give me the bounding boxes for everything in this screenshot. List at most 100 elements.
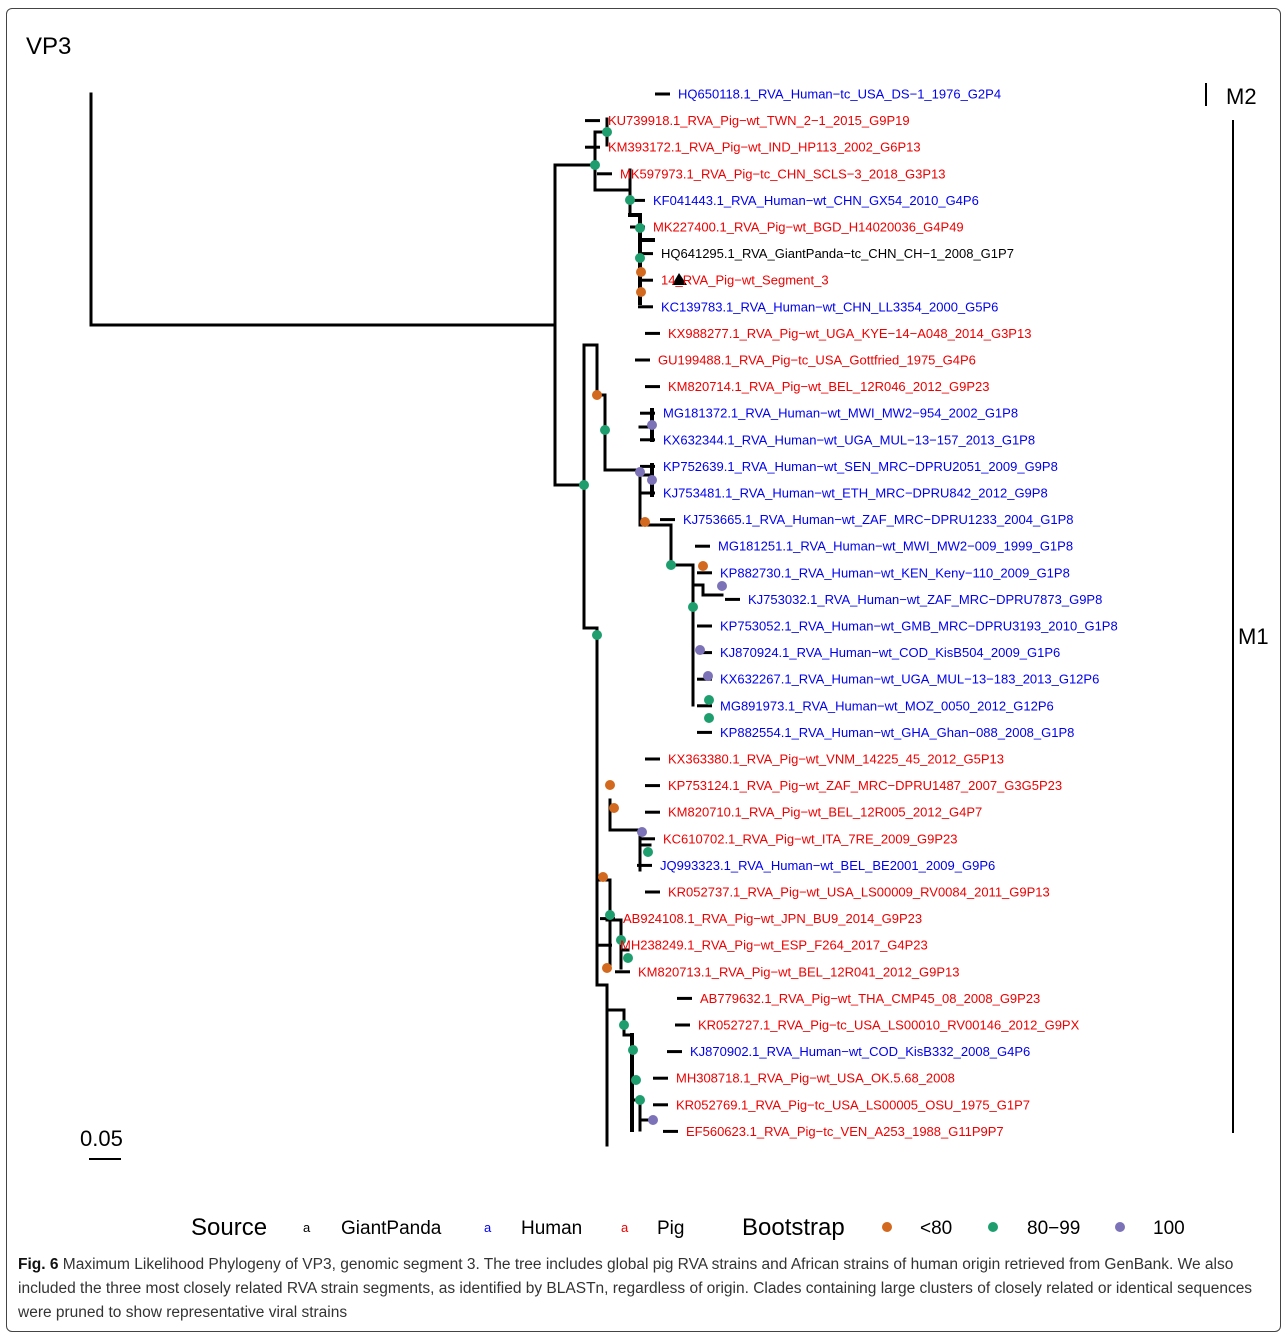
bootstrap-node (635, 467, 645, 477)
tip-label: GU199488.1_RVA_Pig−tc_USA_Gottfried_1975… (658, 353, 976, 368)
tip-label: KJ753032.1_RVA_Human−wt_ZAF_MRC−DPRU7873… (748, 592, 1102, 607)
bootstrap-node (648, 1115, 658, 1125)
tip-label: KJ753481.1_RVA_Human−wt_ETH_MRC−DPRU842_… (663, 486, 1048, 501)
bootstrap-node (636, 267, 646, 277)
tip-label: KM393172.1_RVA_Pig−wt_IND_HP113_2002_G6P… (608, 140, 921, 155)
legend-source-label: GiantPanda (341, 1218, 442, 1239)
bootstrap-node (640, 517, 650, 527)
bootstrap-node (635, 253, 645, 263)
tip-label: HQ650118.1_RVA_Human−tc_USA_DS−1_1976_G2… (678, 87, 1001, 102)
tip-label: MG181251.1_RVA_Human−wt_MWI_MW2−009_1999… (718, 539, 1073, 554)
legend-bootstrap-dot (988, 1222, 998, 1232)
bootstrap-node (695, 645, 705, 655)
collapsed-clade-marker (672, 273, 687, 285)
caption-prefix: Fig. 6 (18, 1256, 59, 1273)
bootstrap-node (704, 713, 714, 723)
clade-label: M2 (1226, 84, 1257, 109)
tip-label: KM820713.1_RVA_Pig−wt_BEL_12R041_2012_G9… (638, 964, 960, 979)
tip-label: KJ870902.1_RVA_Human−wt_COD_KisB332_2008… (690, 1044, 1030, 1059)
scale-bar: 0.05 (80, 1126, 123, 1160)
bootstrap-node (579, 480, 589, 490)
figure-caption: Fig. 6 Maximum Likelihood Phylogeny of V… (18, 1253, 1270, 1325)
tip-label: KX363380.1_RVA_Pig−wt_VNM_14225_45_2012_… (668, 752, 1004, 767)
tip-label: KU739918.1_RVA_Pig−wt_TWN_2−1_2015_G9P19 (608, 113, 910, 128)
tip-label: 14_RVA_Pig−wt_Segment_3 (661, 273, 829, 288)
tip-label: KP882554.1_RVA_Human−wt_GHA_Ghan−088_200… (720, 725, 1074, 740)
bootstrap-node (635, 223, 645, 233)
bootstrap-nodes (579, 127, 727, 1125)
tip-label: KX632344.1_RVA_Human−wt_UGA_MUL−13−157_2… (663, 432, 1035, 447)
bootstrap-node (598, 872, 608, 882)
tip-label: EF560623.1_RVA_Pig−tc_VEN_A253_1988_G11P… (686, 1124, 1004, 1139)
bootstrap-node (590, 160, 600, 170)
caption-text: Maximum Likelihood Phylogeny of VP3, gen… (18, 1256, 1253, 1321)
tip-label: KM820714.1_RVA_Pig−wt_BEL_12R046_2012_G9… (668, 379, 990, 394)
bootstrap-node (602, 127, 612, 137)
panel-title: VP3 (26, 33, 71, 60)
legend-source-key: a (484, 1220, 492, 1235)
tip-label: MH308718.1_RVA_Pig−wt_USA_OK.5.68_2008 (676, 1071, 955, 1086)
bootstrap-node (666, 560, 676, 570)
bootstrap-node (717, 581, 727, 591)
tip-label: KX632267.1_RVA_Human−wt_UGA_MUL−13−183_2… (720, 672, 1099, 687)
tip-label: MK227400.1_RVA_Pig−wt_BGD_H14020036_G4P4… (653, 220, 964, 235)
bootstrap-node (602, 963, 612, 973)
bootstrap-node (635, 1095, 645, 1105)
tip-label: AB779632.1_RVA_Pig−wt_THA_CMP45_08_2008_… (700, 991, 1040, 1006)
tip-label: KF041443.1_RVA_Human−wt_CHN_GX54_2010_G4… (653, 193, 979, 208)
tip-label: KC610702.1_RVA_Pig−wt_ITA_7RE_2009_G9P23 (663, 831, 958, 846)
tip-label: KC139783.1_RVA_Human−wt_CHN_LL3354_2000_… (661, 299, 998, 314)
bootstrap-node (600, 425, 610, 435)
legend-bootstrap-label: <80 (920, 1218, 952, 1239)
legend-bootstrap-title: Bootstrap (742, 1214, 845, 1241)
bootstrap-node (609, 803, 619, 813)
bootstrap-node (698, 561, 708, 571)
legend-source-label: Human (521, 1218, 582, 1239)
bootstrap-node (631, 1075, 641, 1085)
tip-label: KR052769.1_RVA_Pig−tc_USA_LS00005_OSU_19… (676, 1097, 1030, 1112)
bootstrap-node (623, 953, 633, 963)
legend-bootstrap-label: 80−99 (1027, 1218, 1080, 1239)
tip-label: KX988277.1_RVA_Pig−wt_UGA_KYE−14−A048_20… (668, 326, 1031, 341)
legend-bootstrap-dot (882, 1222, 892, 1232)
bootstrap-node (605, 910, 615, 920)
legend-bootstrap-dot (1115, 1222, 1125, 1232)
clade-label: M1 (1238, 624, 1269, 649)
bootstrap-node (637, 827, 647, 837)
tip-label: KP882730.1_RVA_Human−wt_KEN_Keny−110_200… (720, 565, 1070, 580)
bootstrap-node (605, 780, 615, 790)
legend-source-key: a (303, 1220, 311, 1235)
bootstrap-node (636, 287, 646, 297)
bootstrap-node (647, 420, 657, 430)
bootstrap-node (625, 195, 635, 205)
tip-label: KJ870924.1_RVA_Human−wt_COD_KisB504_2009… (720, 645, 1060, 660)
bootstrap-node (704, 695, 714, 705)
tip-label: MG181372.1_RVA_Human−wt_MWI_MW2−954_2002… (663, 406, 1018, 421)
legend-source-key: a (621, 1220, 629, 1235)
phylogenetic-tree: VP3 HQ650118.1_RVA_Human−tc_USA_DS−1_197… (26, 33, 1269, 1241)
tip-label: MH238249.1_RVA_Pig−wt_ESP_F264_2017_G4P2… (620, 938, 928, 953)
tip-label: MK597973.1_RVA_Pig−tc_CHN_SCLS−3_2018_G3… (620, 166, 945, 181)
legend-source-label: Pig (657, 1218, 684, 1239)
bootstrap-node (643, 847, 653, 857)
bootstrap-node (628, 1045, 638, 1055)
bootstrap-node (647, 475, 657, 485)
scale-bar-label: 0.05 (80, 1126, 123, 1151)
legend: Source Bootstrap a GiantPanda a Human a Pig <8… (191, 1214, 1185, 1241)
tip-label: KJ753665.1_RVA_Human−wt_ZAF_MRC−DPRU1233… (683, 512, 1073, 527)
tip-label: MG891973.1_RVA_Human−wt_MOZ_0050_2012_G1… (720, 698, 1054, 713)
tip-label: KP753052.1_RVA_Human−wt_GMB_MRC−DPRU3193… (720, 619, 1118, 634)
tip-label: KP752639.1_RVA_Human−wt_SEN_MRC−DPRU2051… (663, 459, 1058, 474)
tip-label: KM820710.1_RVA_Pig−wt_BEL_12R005_2012_G4… (668, 805, 982, 820)
panel-border (6, 8, 1281, 1332)
bootstrap-node (592, 630, 602, 640)
legend-bootstrap-label: 100 (1153, 1218, 1185, 1239)
bootstrap-node (688, 602, 698, 612)
bootstrap-node (616, 935, 626, 945)
bootstrap-node (592, 390, 602, 400)
clade-brackets: M2 M1 (1205, 83, 1269, 1133)
legend-source-title: Source (191, 1214, 267, 1241)
tip-label: KR052737.1_RVA_Pig−wt_USA_LS00009_RV0084… (668, 885, 1050, 900)
bootstrap-node (619, 1020, 629, 1030)
